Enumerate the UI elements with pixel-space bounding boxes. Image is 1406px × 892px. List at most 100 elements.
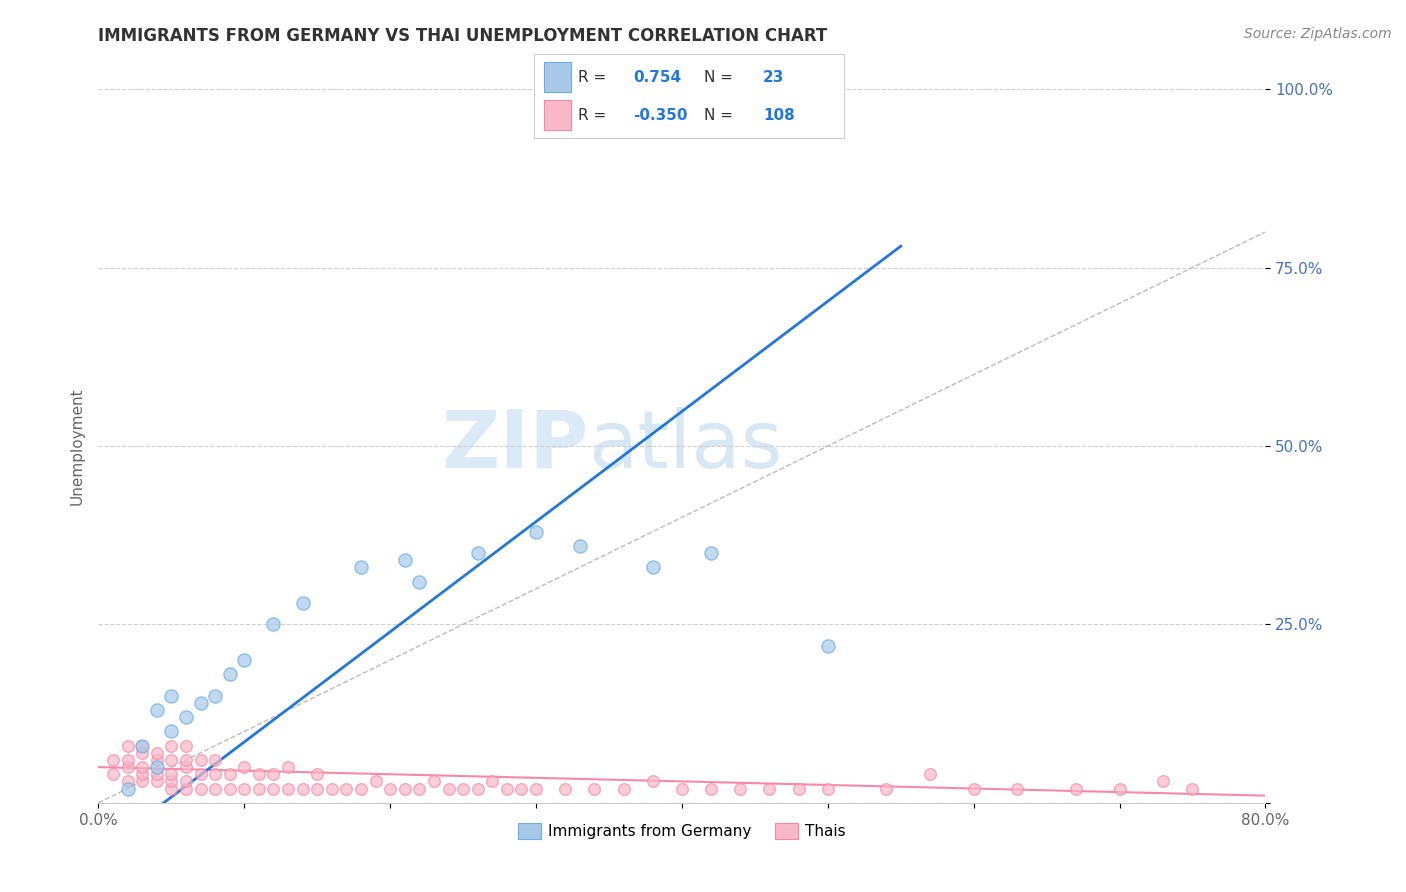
Point [467,546,489,560]
Point [962,781,984,796]
Point [451,781,474,796]
Y-axis label: Unemployment: Unemployment [69,387,84,505]
Point [204,767,226,781]
Point [1181,781,1204,796]
Point [1064,781,1087,796]
Point [700,546,723,560]
Point [291,781,314,796]
Text: atlas: atlas [589,407,783,485]
Point [233,781,256,796]
Point [146,703,169,717]
Point [262,781,284,796]
Text: -0.350: -0.350 [633,108,688,123]
Point [131,739,153,753]
Point [875,781,897,796]
Point [160,774,183,789]
Legend: Immigrants from Germany, Thais: Immigrants from Germany, Thais [512,817,852,845]
Text: N =: N = [704,70,734,85]
Point [190,767,212,781]
Point [190,696,212,710]
Point [160,767,183,781]
Point [146,746,169,760]
Point [247,767,270,781]
Point [671,781,693,796]
Point [1152,774,1174,789]
Point [700,781,723,796]
Point [117,760,139,774]
Text: R =: R = [578,108,606,123]
Point [394,781,416,796]
Point [321,781,343,796]
Point [131,774,153,789]
Point [174,774,197,789]
Point [160,739,183,753]
Point [174,760,197,774]
Point [190,781,212,796]
Point [117,774,139,789]
Point [131,739,153,753]
Point [1007,781,1029,796]
Point [117,753,139,767]
Point [160,781,183,796]
Point [204,689,226,703]
Point [350,560,373,574]
Point [101,767,124,781]
Point [918,767,941,781]
Point [467,781,489,796]
Point [817,639,839,653]
Point [583,781,606,796]
Point [481,774,503,789]
Point [787,781,810,796]
Point [233,760,256,774]
Point [262,767,284,781]
Point [117,781,139,796]
Point [190,753,212,767]
Point [101,753,124,767]
Point [247,781,270,796]
Point [437,781,460,796]
Point [817,781,839,796]
Point [758,781,780,796]
Text: 108: 108 [763,108,794,123]
Text: IMMIGRANTS FROM GERMANY VS THAI UNEMPLOYMENT CORRELATION CHART: IMMIGRANTS FROM GERMANY VS THAI UNEMPLOY… [98,27,828,45]
Point [160,689,183,703]
Point [174,753,197,767]
Point [160,753,183,767]
Bar [544,62,571,92]
Point [612,781,634,796]
Point [510,781,533,796]
Point [146,774,169,789]
Text: 0.754: 0.754 [633,70,682,85]
Point [117,739,139,753]
Point [291,596,314,610]
Point [218,767,240,781]
Point [524,524,547,539]
Point [350,781,373,796]
Point [307,781,329,796]
Point [364,774,387,789]
Point [496,781,519,796]
Text: R =: R = [578,70,606,85]
Text: 23: 23 [763,70,785,85]
Point [1108,781,1130,796]
Point [218,667,240,681]
Point [146,753,169,767]
Point [408,781,430,796]
Point [233,653,256,667]
Text: N =: N = [704,108,734,123]
Point [730,781,752,796]
Point [131,746,153,760]
Point [218,781,240,796]
Point [423,774,446,789]
Text: Source: ZipAtlas.com: Source: ZipAtlas.com [1244,27,1392,41]
Point [146,767,169,781]
Point [277,760,299,774]
Point [277,781,299,796]
Point [146,760,169,774]
Point [335,781,357,796]
Point [131,760,153,774]
Point [408,574,430,589]
Point [568,539,591,553]
Point [394,553,416,567]
Point [174,710,197,724]
